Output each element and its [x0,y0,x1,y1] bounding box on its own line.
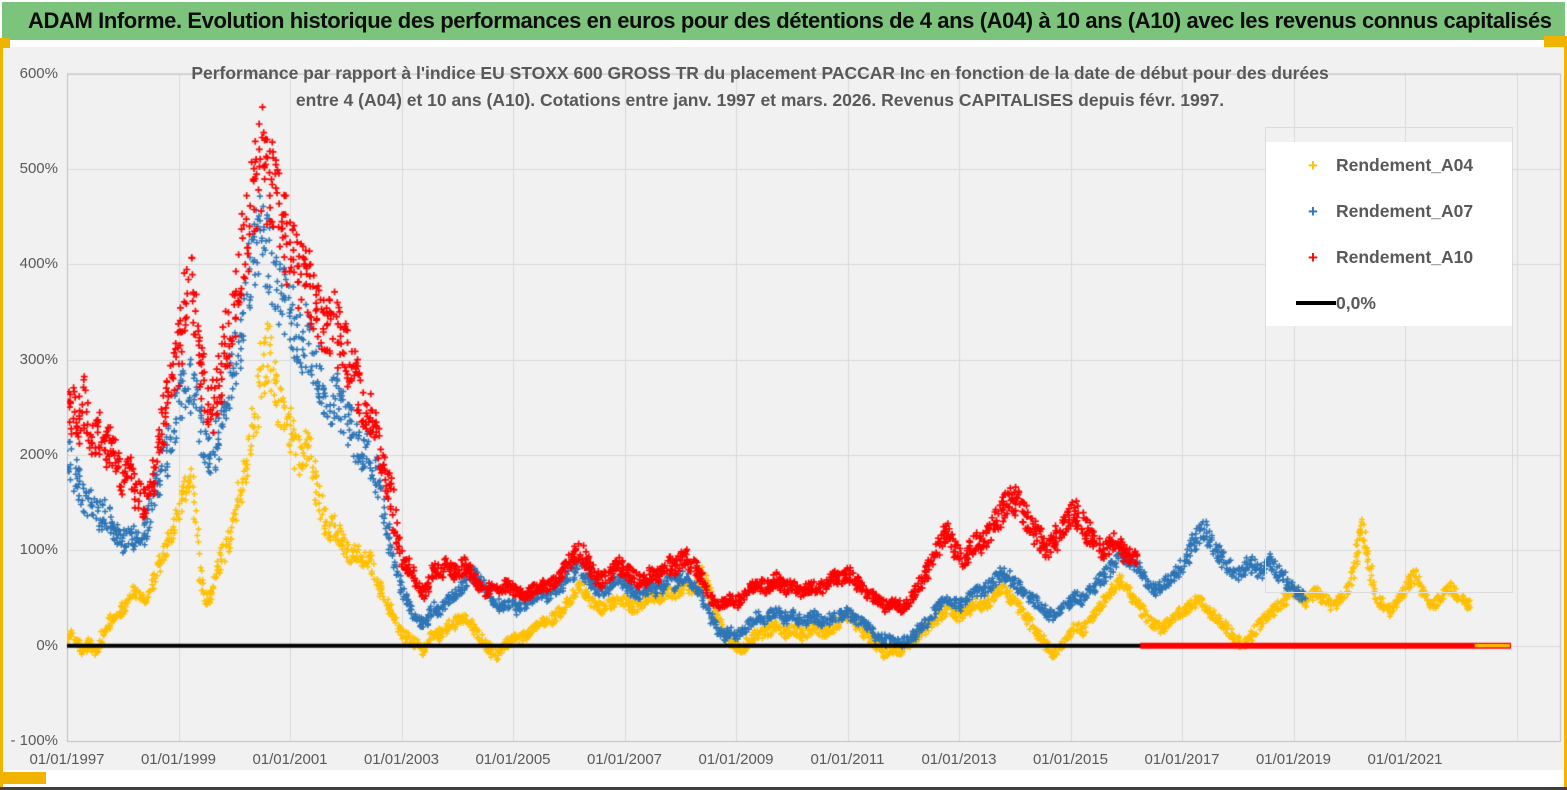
window-bottom-edge [0,787,1567,790]
frame-gold-corner-bottomleft [2,772,46,784]
frame-gold-right [1564,44,1567,787]
y-axis-label: 600% [19,64,58,82]
legend-label: Rendement_A10 [1336,246,1474,267]
legend-item: + Rendement_A07 [1266,188,1512,234]
chart-title: Performance par rapport à l'indice EU ST… [140,60,1380,114]
legend: + Rendement_A04 + Rendement_A07 + Rendement_A… [1265,127,1513,593]
x-axis-label: 01/01/2003 [363,751,440,768]
x-axis-label: 01/01/1997 [29,751,105,768]
frame-gold-corner-topright [1544,36,1567,47]
line-swatch-icon [1296,301,1336,305]
x-axis-label: 01/01/2017 [1144,751,1220,768]
y-axis-label: - 100% [10,732,58,749]
bottom-strip [3,770,1564,787]
plus-marker-icon: + [1308,155,1318,175]
plus-marker-icon: + [1308,201,1318,221]
y-axis-label: 500% [19,159,58,177]
banner: ADAM Informe. Evolution historique des p… [2,2,1565,40]
frame-gold-left [0,40,3,787]
legend-label: 0,0% [1336,292,1376,313]
banner-title: ADAM Informe. Evolution historique des p… [28,8,1552,33]
x-axis-label: 01/01/2001 [252,751,328,768]
frame-gold-corner-topleft [0,38,10,48]
x-axis-label: 01/01/2005 [475,751,551,768]
y-axis-label: 400% [19,255,58,273]
legend-label: Rendement_A04 [1336,154,1474,175]
x-axis-label: 01/01/2019 [1255,751,1332,768]
x-axis-label: 01/01/2015 [1032,751,1109,768]
y-axis-label: 0% [36,636,58,654]
legend-item: + Rendement_A10 [1266,234,1512,280]
plus-marker-icon: + [1308,247,1318,267]
legend-label: Rendement_A07 [1336,200,1474,221]
chart-title-line2: entre 4 (A04) et 10 ans (A10). Cotations… [295,90,1225,110]
legend-item: 0,0% [1266,280,1512,326]
x-axis-label: 01/01/2009 [698,751,774,768]
x-axis-label: 01/01/2021 [1367,751,1443,768]
y-axis-label: 100% [19,541,58,559]
x-axis-label: 01/01/2013 [921,751,997,768]
x-axis-label: 01/01/2011 [810,751,885,768]
x-axis-label: 01/01/2007 [586,751,663,768]
x-axis-label: 01/01/1999 [140,751,217,768]
chart-title-line1: Performance par rapport à l'indice EU ST… [191,63,1329,83]
y-axis-label: 200% [19,445,58,463]
y-axis-label: 300% [19,350,58,368]
legend-item: + Rendement_A04 [1266,142,1512,188]
